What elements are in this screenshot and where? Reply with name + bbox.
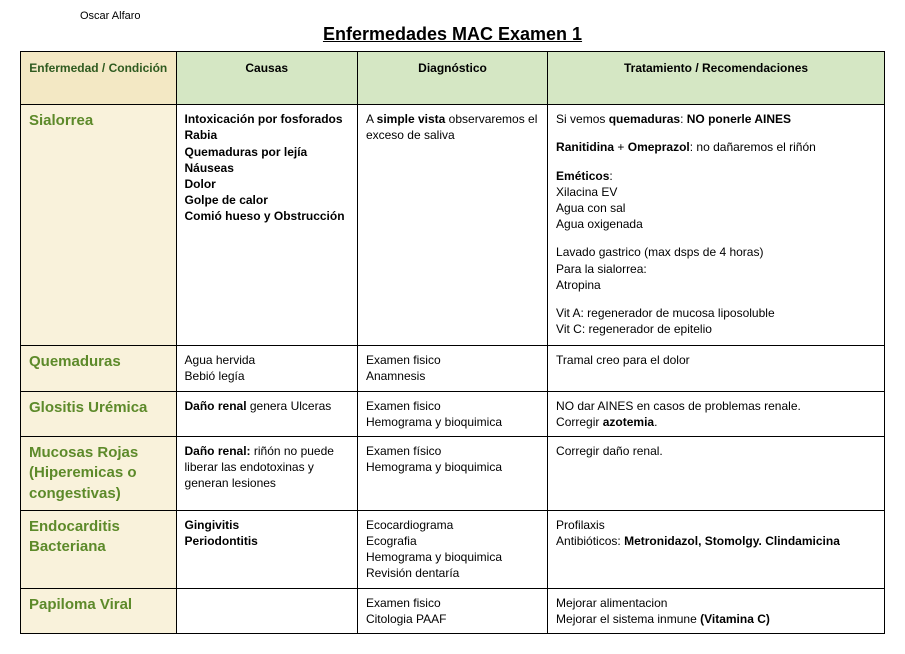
causes-cell: Daño renal genera Ulceras: [176, 391, 357, 436]
page-title: Enfermedades MAC Examen 1: [20, 24, 885, 45]
table-row: Papiloma Viral Examen fisicoCitologia PAA…: [21, 588, 885, 633]
disease-name: Papiloma Viral: [21, 588, 177, 633]
causes-cell: Intoxicación por fosforadosRabiaQuemadur…: [176, 105, 357, 346]
disease-name: Quemaduras: [21, 346, 177, 391]
treatment-cell: Si vemos quemaduras: NO ponerle AINESRan…: [548, 105, 885, 346]
header-causes: Causas: [176, 52, 357, 105]
causes-cell: Agua hervidaBebió legía: [176, 346, 357, 391]
table-row: QuemadurasAgua hervidaBebió legíaExamen …: [21, 346, 885, 391]
diagnosis-cell: Examen fisicoCitologia PAAF: [357, 588, 547, 633]
causes-cell: GingivitisPeriodontitis: [176, 510, 357, 588]
treatment-cell: ProfilaxisAntibióticos: Metronidazol, St…: [548, 510, 885, 588]
diagnosis-cell: Examen fisicoAnamnesis: [357, 346, 547, 391]
table-row: Mucosas Rojas (Hiperemicas o congestivas…: [21, 437, 885, 511]
diagnosis-cell: A simple vista observaremos el exceso de…: [357, 105, 547, 346]
table-row: Glositis UrémicaDaño renal genera Ulcera…: [21, 391, 885, 436]
treatment-cell: Mejorar alimentacionMejorar el sistema i…: [548, 588, 885, 633]
disease-name: Endocarditis Bacteriana: [21, 510, 177, 588]
disease-name: Mucosas Rojas (Hiperemicas o congestivas…: [21, 437, 177, 511]
header-disease: Enfermedad / Condición: [21, 52, 177, 105]
disease-name: Sialorrea: [21, 105, 177, 346]
treatment-cell: Tramal creo para el dolor: [548, 346, 885, 391]
author-name: Oscar Alfaro: [80, 10, 885, 22]
diagnosis-cell: Examen fisicoHemograma y bioquimica: [357, 391, 547, 436]
header-diagnosis: Diagnóstico: [357, 52, 547, 105]
diseases-table: Enfermedad / Condición Causas Diagnóstic…: [20, 51, 885, 634]
treatment-cell: NO dar AINES en casos de problemas renal…: [548, 391, 885, 436]
diagnosis-cell: EcocardiogramaEcografiaHemograma y bioqu…: [357, 510, 547, 588]
diagnosis-cell: Examen físicoHemograma y bioquimica: [357, 437, 547, 511]
treatment-cell: Corregir daño renal.: [548, 437, 885, 511]
table-header-row: Enfermedad / Condición Causas Diagnóstic…: [21, 52, 885, 105]
table-row: Endocarditis BacterianaGingivitisPeriodo…: [21, 510, 885, 588]
disease-name: Glositis Urémica: [21, 391, 177, 436]
causes-cell: [176, 588, 357, 633]
causes-cell: Daño renal: riñón no puede liberar las e…: [176, 437, 357, 511]
table-row: SialorreaIntoxicación por fosforadosRabi…: [21, 105, 885, 346]
header-treatment: Tratamiento / Recomendaciones: [548, 52, 885, 105]
